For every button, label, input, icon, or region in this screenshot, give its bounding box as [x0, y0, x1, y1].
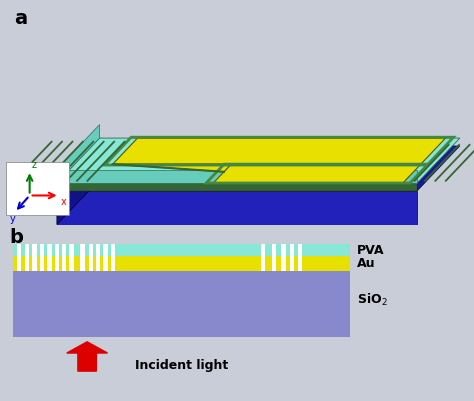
- Bar: [25, 244, 29, 271]
- Bar: [55, 244, 59, 271]
- Polygon shape: [113, 164, 231, 172]
- Polygon shape: [57, 183, 417, 191]
- Text: SiO$_2$: SiO$_2$: [357, 292, 388, 308]
- Bar: [261, 244, 265, 271]
- Text: b: b: [9, 228, 23, 247]
- FancyArrow shape: [67, 342, 108, 371]
- Bar: [103, 244, 108, 271]
- Polygon shape: [113, 138, 446, 164]
- Bar: [272, 244, 276, 271]
- Text: a: a: [14, 9, 27, 28]
- Bar: [81, 244, 85, 271]
- Text: x: x: [61, 197, 67, 207]
- Text: Au: Au: [357, 257, 375, 270]
- Bar: [290, 244, 294, 271]
- Bar: [13, 244, 350, 257]
- Bar: [47, 244, 52, 271]
- Text: Incident light: Incident light: [135, 359, 228, 373]
- Polygon shape: [57, 146, 460, 191]
- Polygon shape: [57, 125, 100, 183]
- Polygon shape: [57, 138, 460, 183]
- Bar: [13, 257, 350, 271]
- Bar: [281, 244, 286, 271]
- Bar: [298, 244, 302, 271]
- Text: z: z: [31, 160, 36, 170]
- Bar: [40, 244, 44, 271]
- Text: PVA: PVA: [357, 244, 384, 257]
- Polygon shape: [57, 146, 100, 225]
- Bar: [17, 244, 21, 271]
- Polygon shape: [57, 170, 417, 183]
- Bar: [13, 271, 350, 336]
- Polygon shape: [57, 191, 417, 225]
- Bar: [111, 244, 115, 271]
- Polygon shape: [213, 164, 421, 183]
- Bar: [96, 244, 100, 271]
- Bar: [62, 244, 66, 271]
- Text: y: y: [10, 214, 16, 224]
- Bar: [89, 244, 93, 271]
- Polygon shape: [57, 138, 460, 183]
- Bar: [32, 244, 37, 271]
- Bar: [69, 244, 74, 271]
